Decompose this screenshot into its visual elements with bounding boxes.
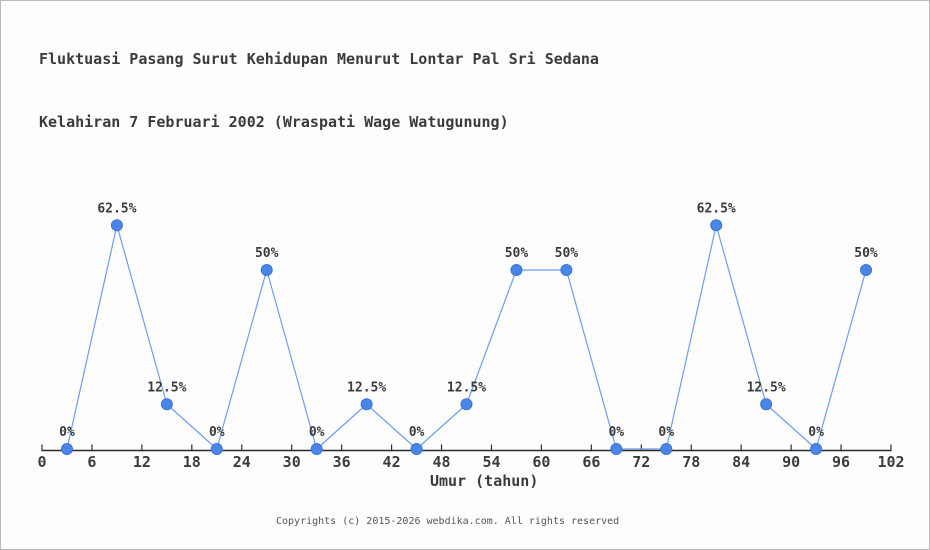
data-point-label: 0%: [209, 425, 225, 440]
x-axis-tick-label: 90: [782, 453, 800, 471]
data-point-label: 0%: [59, 425, 75, 440]
data-point-label: 50%: [854, 246, 878, 261]
x-axis-tick-label: 18: [183, 453, 201, 471]
data-point-marker: [660, 443, 673, 455]
data-point-marker: [810, 443, 823, 455]
data-point-marker: [210, 443, 223, 455]
x-axis-tick-label: 60: [532, 453, 550, 471]
x-axis-tick-label: 30: [283, 453, 301, 471]
chart-title: Fluktuasi Pasang Surut Kehidupan Menurut…: [39, 7, 599, 175]
x-axis-tick-label: 42: [383, 453, 401, 471]
data-point-label: 12.5%: [347, 380, 386, 395]
data-point-label: 0%: [409, 425, 425, 440]
x-axis-tick-label: 36: [333, 453, 351, 471]
data-point-marker: [110, 219, 123, 232]
chart-title-line2: Kelahiran 7 Februari 2002 (Wraspati Wage…: [39, 113, 509, 131]
x-axis-tick-label: 96: [832, 453, 850, 471]
data-point-label: 0%: [658, 425, 674, 440]
data-point-marker: [460, 398, 473, 411]
data-point-marker: [510, 264, 523, 276]
data-point-label: 50%: [255, 246, 279, 261]
chart-title-line1: Fluktuasi Pasang Surut Kehidupan Menurut…: [39, 50, 599, 68]
x-axis-tick-label: 12: [133, 453, 151, 471]
data-point-label: 12.5%: [447, 380, 486, 395]
x-axis-tick-label: 78: [682, 453, 700, 471]
data-point-label: 50%: [505, 246, 529, 261]
x-axis-title: Umur (tahun): [430, 472, 539, 490]
data-point-marker: [360, 398, 373, 411]
x-axis-tick-label: 0: [37, 453, 46, 471]
x-axis-tick-label: 24: [233, 453, 251, 471]
data-point-marker: [760, 398, 773, 411]
data-point-label: 12.5%: [147, 380, 186, 395]
x-axis-tick-label: 54: [482, 453, 500, 471]
data-line: [66, 224, 867, 450]
x-axis-tick-label: 72: [632, 453, 650, 471]
x-axis-tick-label: 66: [582, 453, 600, 471]
data-point-marker: [410, 443, 423, 455]
data-point-marker: [860, 264, 873, 276]
data-point-label: 62.5%: [697, 201, 736, 216]
data-point-label: 62.5%: [97, 201, 136, 216]
data-point-label: 0%: [309, 425, 325, 440]
data-point-label: 0%: [808, 425, 824, 440]
data-point-label: 50%: [555, 246, 579, 261]
data-point-marker: [710, 219, 723, 232]
data-point-marker: [560, 264, 573, 276]
data-point-marker: [60, 443, 73, 455]
x-axis-tick-label: 6: [87, 453, 96, 471]
data-point-label: 0%: [608, 425, 624, 440]
data-point-label: 12.5%: [747, 380, 786, 395]
data-point-marker: [610, 443, 623, 455]
x-axis-tick-label: 48: [432, 453, 450, 471]
data-point-marker: [160, 398, 173, 411]
data-point-marker: [310, 443, 323, 455]
data-point-marker: [260, 264, 273, 276]
x-axis-tick-label: 84: [732, 453, 750, 471]
copyright-text: Copyrights (c) 2015-2026 webdika.com. Al…: [276, 516, 620, 527]
x-axis-tick-label: 102: [877, 453, 904, 471]
